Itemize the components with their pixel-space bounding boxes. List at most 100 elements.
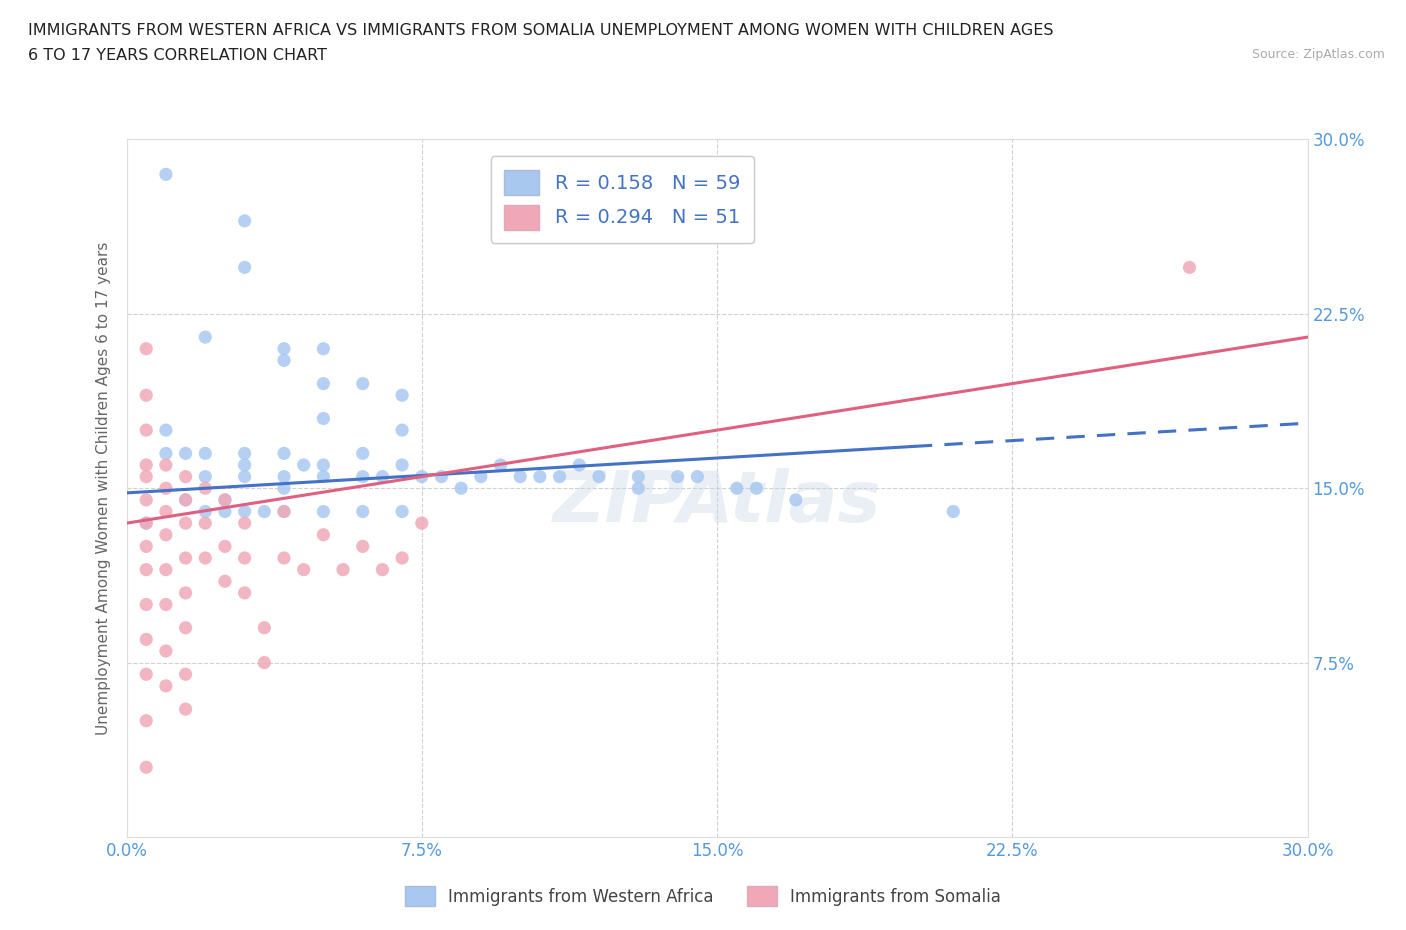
Point	[233, 504, 256, 519]
Point	[135, 667, 157, 682]
Point	[194, 504, 217, 519]
Point	[273, 469, 295, 484]
Point	[686, 469, 709, 484]
Point	[411, 515, 433, 530]
Point	[666, 469, 689, 484]
Point	[194, 445, 217, 460]
Point	[214, 539, 236, 554]
Point	[489, 458, 512, 472]
Point	[548, 469, 571, 484]
Point	[312, 341, 335, 356]
Text: 6 TO 17 YEARS CORRELATION CHART: 6 TO 17 YEARS CORRELATION CHART	[28, 48, 328, 63]
Point	[371, 562, 394, 577]
Point	[135, 388, 157, 403]
Point	[233, 445, 256, 460]
Point	[155, 504, 177, 519]
Point	[174, 701, 197, 716]
Point	[135, 469, 157, 484]
Point	[627, 481, 650, 496]
Point	[174, 493, 197, 508]
Point	[332, 562, 354, 577]
Point	[155, 481, 177, 496]
Point	[529, 469, 551, 484]
Point	[312, 527, 335, 542]
Point	[352, 539, 374, 554]
Point	[273, 551, 295, 565]
Point	[942, 504, 965, 519]
Point	[194, 330, 217, 345]
Point	[135, 341, 157, 356]
Point	[312, 376, 335, 391]
Point	[391, 551, 413, 565]
Point	[352, 445, 374, 460]
Text: IMMIGRANTS FROM WESTERN AFRICA VS IMMIGRANTS FROM SOMALIA UNEMPLOYMENT AMONG WOM: IMMIGRANTS FROM WESTERN AFRICA VS IMMIGR…	[28, 23, 1053, 38]
Point	[155, 422, 177, 438]
Point	[135, 458, 157, 472]
Point	[233, 551, 256, 565]
Point	[233, 586, 256, 601]
Point	[588, 469, 610, 484]
Point	[1178, 259, 1201, 275]
Point	[273, 353, 295, 368]
Point	[214, 574, 236, 589]
Point	[233, 259, 256, 275]
Point	[273, 504, 295, 519]
Point	[253, 620, 276, 635]
Point	[411, 469, 433, 484]
Point	[391, 388, 413, 403]
Point	[194, 551, 217, 565]
Point	[352, 504, 374, 519]
Point	[174, 469, 197, 484]
Point	[155, 644, 177, 658]
Point	[312, 411, 335, 426]
Point	[273, 481, 295, 496]
Point	[253, 656, 276, 671]
Point	[155, 597, 177, 612]
Point	[155, 679, 177, 694]
Point	[233, 458, 256, 472]
Point	[155, 445, 177, 460]
Point	[352, 469, 374, 484]
Point	[292, 562, 315, 577]
Point	[470, 469, 492, 484]
Point	[568, 458, 591, 472]
Text: ZIPAtlas: ZIPAtlas	[553, 468, 882, 537]
Point	[174, 667, 197, 682]
Point	[135, 562, 157, 577]
Point	[194, 481, 217, 496]
Point	[253, 504, 276, 519]
Point	[745, 481, 768, 496]
Point	[391, 504, 413, 519]
Point	[155, 458, 177, 472]
Point	[430, 469, 453, 484]
Point	[135, 493, 157, 508]
Point	[135, 713, 157, 728]
Point	[233, 469, 256, 484]
Point	[214, 493, 236, 508]
Point	[371, 469, 394, 484]
Point	[627, 469, 650, 484]
Point	[135, 515, 157, 530]
Point	[174, 515, 197, 530]
Point	[135, 539, 157, 554]
Point	[155, 167, 177, 182]
Point	[273, 504, 295, 519]
Point	[785, 493, 807, 508]
Point	[155, 527, 177, 542]
Point	[174, 586, 197, 601]
Point	[273, 341, 295, 356]
Point	[135, 422, 157, 438]
Point	[194, 469, 217, 484]
Point	[509, 469, 531, 484]
Point	[174, 620, 197, 635]
Point	[214, 493, 236, 508]
Point	[391, 458, 413, 472]
Point	[312, 504, 335, 519]
Point	[312, 458, 335, 472]
Legend: Immigrants from Western Africa, Immigrants from Somalia: Immigrants from Western Africa, Immigran…	[398, 880, 1008, 912]
Point	[214, 504, 236, 519]
Point	[155, 562, 177, 577]
Point	[450, 481, 472, 496]
Point	[292, 458, 315, 472]
Point	[233, 515, 256, 530]
